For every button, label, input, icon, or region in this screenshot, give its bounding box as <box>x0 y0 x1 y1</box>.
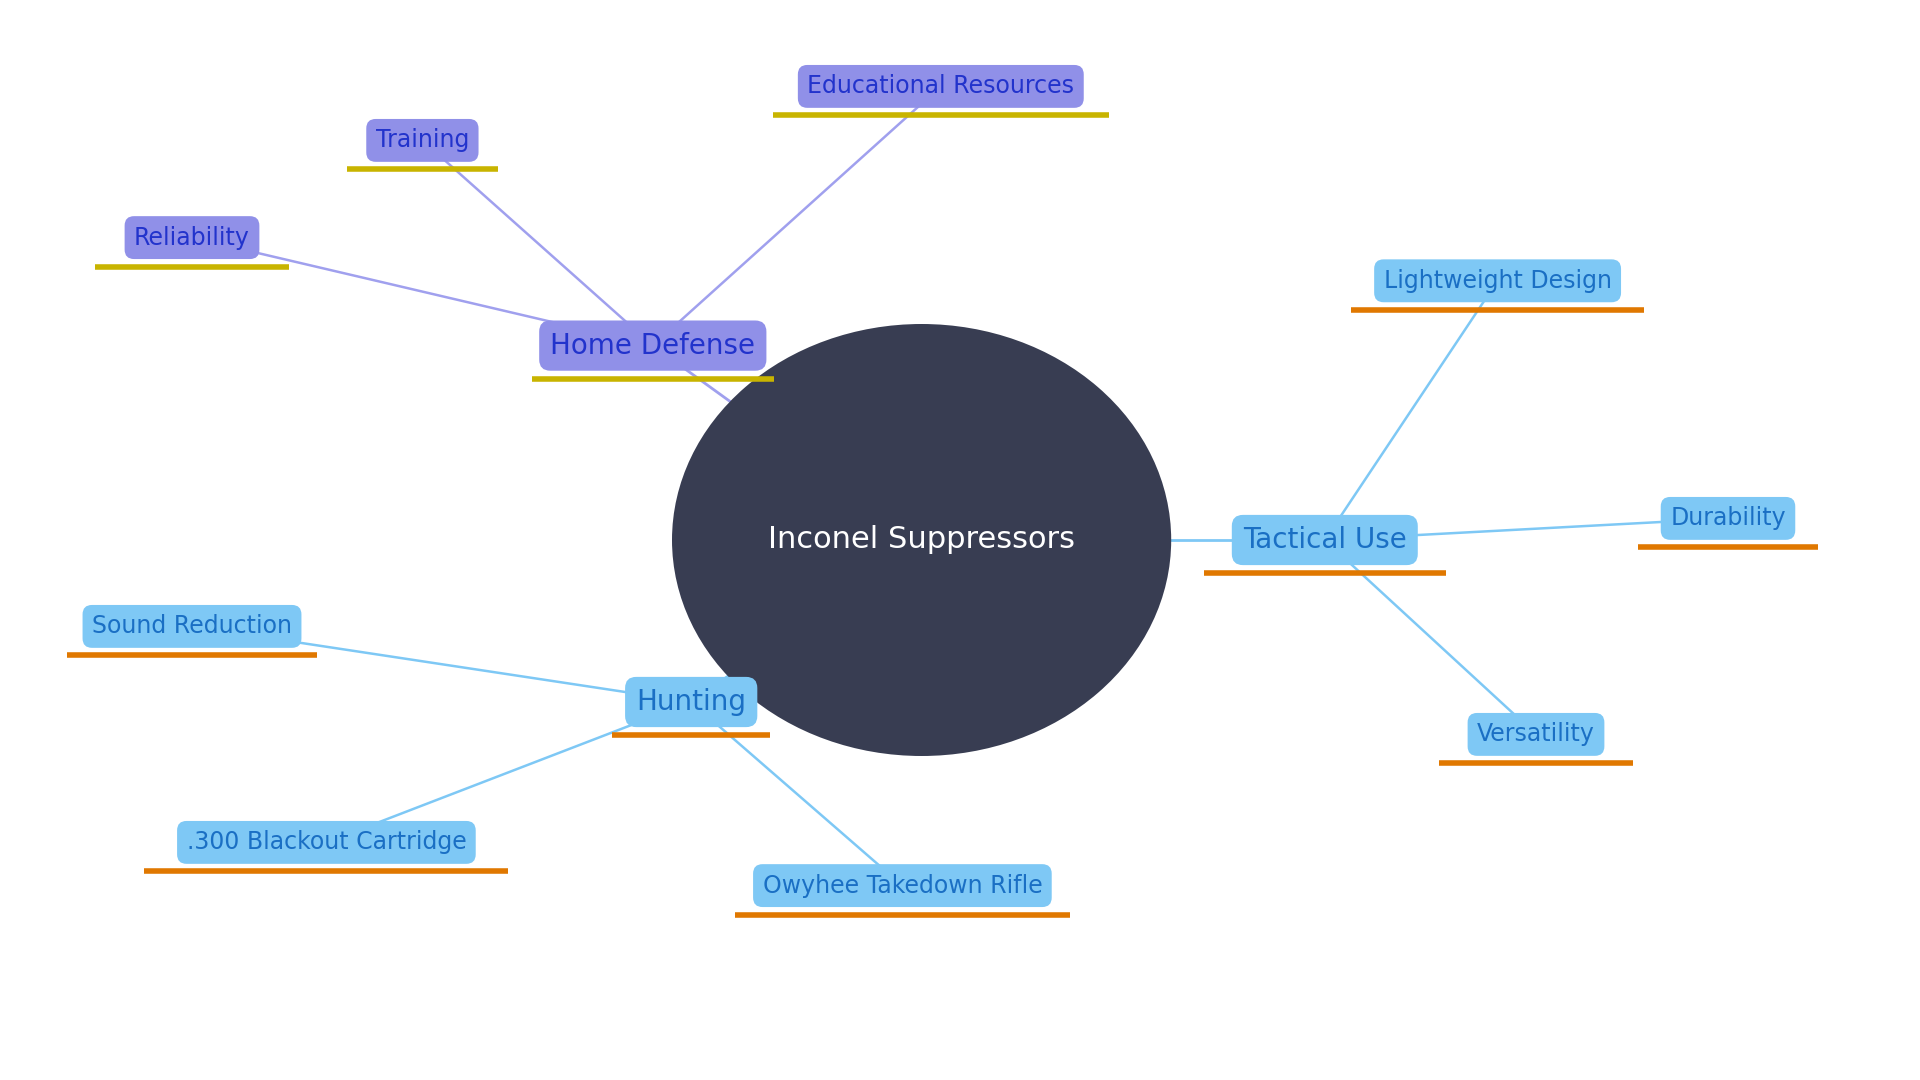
Text: Versatility: Versatility <box>1476 723 1596 746</box>
Text: Reliability: Reliability <box>134 226 250 249</box>
Text: Training: Training <box>376 129 468 152</box>
Text: Durability: Durability <box>1670 507 1786 530</box>
Ellipse shape <box>672 324 1171 756</box>
Text: Hunting: Hunting <box>636 688 747 716</box>
Text: Inconel Suppressors: Inconel Suppressors <box>768 526 1075 554</box>
Text: Home Defense: Home Defense <box>551 332 755 360</box>
Text: Owyhee Takedown Rifle: Owyhee Takedown Rifle <box>762 874 1043 897</box>
Text: Tactical Use: Tactical Use <box>1242 526 1407 554</box>
Text: .300 Blackout Cartridge: .300 Blackout Cartridge <box>186 831 467 854</box>
Text: Educational Resources: Educational Resources <box>806 75 1075 98</box>
Text: Sound Reduction: Sound Reduction <box>92 615 292 638</box>
Text: Lightweight Design: Lightweight Design <box>1384 269 1611 293</box>
